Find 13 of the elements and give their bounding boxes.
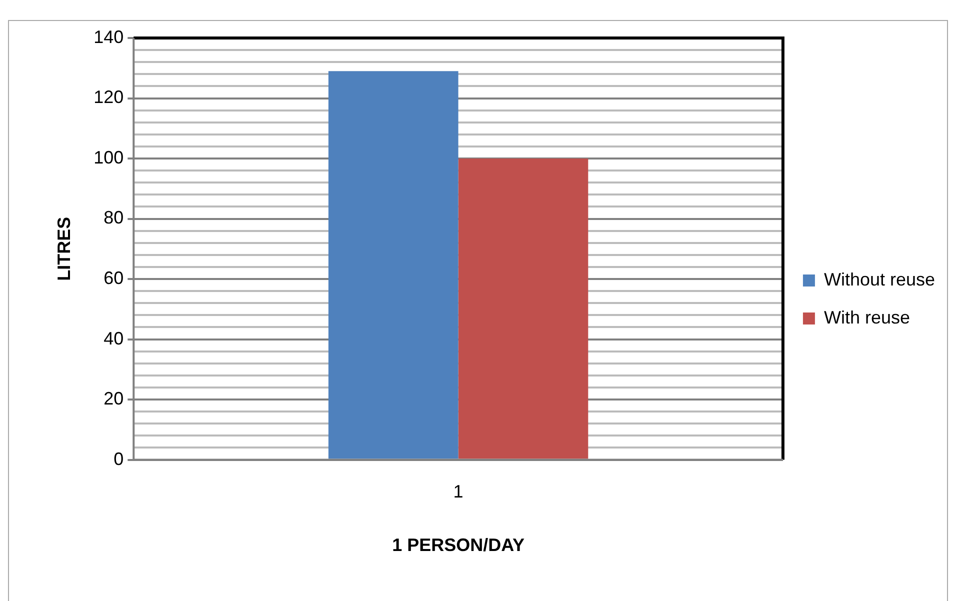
legend-label: Without reuse bbox=[824, 269, 936, 290]
y-tick-label: 80 bbox=[104, 208, 124, 228]
y-tick-label: 40 bbox=[104, 328, 124, 348]
y-tick-label: 60 bbox=[104, 268, 124, 288]
legend-label: With reuse bbox=[824, 307, 910, 328]
y-tick-label: 100 bbox=[94, 147, 124, 168]
y-tick-label: 120 bbox=[94, 87, 124, 108]
y-tick-label: 0 bbox=[114, 448, 124, 469]
x-axis-title: 1 PERSON/DAY bbox=[392, 535, 524, 556]
x-tick-label: 1 bbox=[453, 482, 464, 502]
y-tick-label: 20 bbox=[104, 388, 124, 409]
y-tick-label: 140 bbox=[94, 26, 124, 47]
y-axis-title: LITRES bbox=[54, 216, 74, 281]
